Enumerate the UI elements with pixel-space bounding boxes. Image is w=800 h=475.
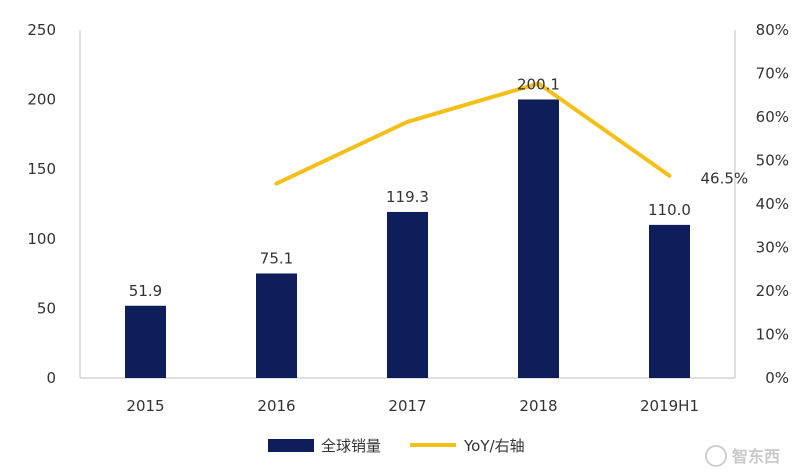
- left-tick-label: 0: [46, 369, 56, 387]
- line-data-label: 46.5%: [701, 170, 749, 188]
- category-labels: 2015 2016 2017 2018 2019H1: [126, 397, 699, 415]
- bar-data-label: 200.1: [517, 75, 560, 93]
- right-tick-label: 80%: [756, 21, 789, 39]
- left-axis-ticks: 0 50 100 150 200 250: [27, 21, 56, 387]
- category-label: 2016: [257, 397, 295, 415]
- left-tick-label: 100: [27, 230, 56, 248]
- watermark-text: 智东西: [732, 447, 780, 466]
- bar-series: [125, 99, 690, 378]
- data-labels: 51.9 75.1 119.3 200.1 110.0 46.5%: [129, 75, 748, 299]
- bar: [387, 211, 428, 378]
- bar: [256, 273, 297, 378]
- legend-label-line: YoY/右轴: [463, 437, 525, 455]
- right-tick-label: 0%: [765, 369, 789, 387]
- bar: [649, 224, 690, 378]
- legend: 全球销量 YoY/右轴: [268, 437, 525, 455]
- right-tick-label: 60%: [756, 108, 789, 126]
- bar-data-label: 110.0: [648, 201, 691, 219]
- legend-swatch-bar: [268, 439, 314, 452]
- watermark: 智东西: [705, 445, 780, 467]
- bar-data-label: 75.1: [260, 249, 293, 267]
- watermark-logo-icon: [705, 445, 727, 467]
- category-label: 2015: [126, 397, 164, 415]
- left-tick-label: 150: [27, 160, 56, 178]
- category-label: 2017: [388, 397, 426, 415]
- right-tick-label: 30%: [756, 239, 789, 257]
- line-series: [274, 81, 672, 186]
- left-tick-label: 50: [37, 299, 56, 317]
- legend-label-bar: 全球销量: [321, 437, 381, 455]
- yoy-line: [274, 81, 672, 186]
- bar-data-label: 119.3: [386, 188, 429, 206]
- bar-data-label: 51.9: [129, 282, 162, 300]
- right-axis-ticks: 0% 10% 20% 30% 40% 50% 60% 70% 80%: [756, 21, 789, 387]
- right-tick-label: 10%: [756, 326, 789, 344]
- right-tick-label: 50%: [756, 152, 789, 170]
- left-tick-label: 200: [27, 91, 56, 109]
- category-label: 2019H1: [640, 397, 699, 415]
- right-tick-label: 70%: [756, 65, 789, 83]
- left-tick-label: 250: [27, 21, 56, 39]
- category-label: 2018: [519, 397, 557, 415]
- right-tick-label: 40%: [756, 195, 789, 213]
- bar: [125, 305, 166, 378]
- bar: [518, 99, 559, 378]
- right-tick-label: 20%: [756, 282, 789, 300]
